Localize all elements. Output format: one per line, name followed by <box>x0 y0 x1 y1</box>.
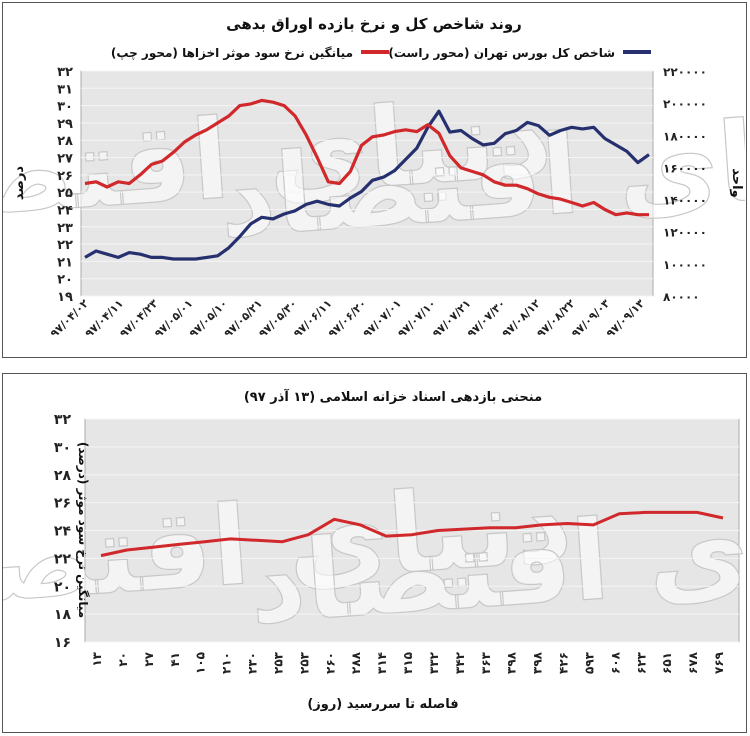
x-tick-label: ۶۲۳ <box>634 651 648 674</box>
y-left-axis-title: درصد <box>12 166 27 201</box>
x-tick-label: ۱۳ <box>90 651 104 666</box>
y-left-tick-label: ۳۱ <box>57 82 73 97</box>
chart-panel-bottom: منحنی بازدهی اسناد خزانه اسلامی (۱۳ آذر … <box>2 373 747 733</box>
x-tick-label: ۷۶۹ <box>712 651 726 674</box>
chart-title: منحنی بازدهی اسناد خزانه اسلامی (۱۳ آذر … <box>244 388 542 405</box>
bottom-chart: منحنی بازدهی اسناد خزانه اسلامی (۱۳ آذر … <box>3 388 745 712</box>
y-right-tick-label: ۱۶۰۰۰۰ <box>663 161 707 175</box>
series-line-yield <box>84 98 649 217</box>
top-chart: روند شاخص کل و نرخ بازده اوراق بدهی شاخص … <box>3 15 745 341</box>
y-tick-label: ۱۶ <box>54 635 71 651</box>
x-tick-label: ۹۷/۰۹/۱۳ <box>604 297 648 341</box>
series-line-index <box>84 109 650 261</box>
y-right-tick-label: ۱۲۰۰۰۰ <box>663 226 707 240</box>
y-right-tick-label: ۲۰۰۰۰۰ <box>663 97 707 111</box>
x-tick-label: ۳۱۴ <box>375 652 389 674</box>
y-tick-label: ۲۲ <box>54 551 72 567</box>
y-right-tick-label: ۱۴۰۰۰۰ <box>663 194 707 208</box>
x-tick-label: ۳۳۲ <box>427 651 441 674</box>
x-tick-label: ۶۰۸ <box>608 651 622 674</box>
y-left-tick-label: ۲۲ <box>57 238 73 253</box>
x-tick-label: ۵۹۳ <box>582 651 596 674</box>
x-tick-label: ۴۱ <box>168 652 182 667</box>
y-tick-label: ۳۰ <box>54 440 71 456</box>
y-tick-label: ۲۸ <box>54 468 72 484</box>
chart-title: روند شاخص کل و نرخ بازده اوراق بدهی <box>226 15 522 33</box>
y-right-tick-label: ۸۰۰۰۰ <box>663 290 700 304</box>
y-tick-label: ۱۸ <box>54 607 72 623</box>
x-tick-label: ۳۱۵ <box>401 652 415 674</box>
y-left-tick-label: ۲۷ <box>57 152 73 167</box>
y-left-tick-label: ۲۶ <box>57 169 73 184</box>
y-left-tick-label: ۲۸ <box>57 134 73 149</box>
x-tick-label: ۲۷ <box>142 651 156 666</box>
y-tick-label: ۳۲ <box>54 412 72 428</box>
x-tick-label: ۲۵۳ <box>297 651 311 674</box>
y-left-tick-label: ۳۲ <box>57 65 73 80</box>
x-tick-label: ۳۴۲ <box>453 651 467 674</box>
y-left-tick-label: ۲۵ <box>57 186 73 201</box>
x-tick-label: ۶۷۸ <box>686 651 700 674</box>
y-tick-label: ۲۶ <box>54 496 71 512</box>
x-tick-label: ۳۶۳ <box>479 651 493 674</box>
x-tick-label: ۳۹۸ <box>505 651 519 674</box>
x-tick-label: ۲۶۰ <box>323 652 337 674</box>
y-left-tick-label: ۲۰ <box>57 273 73 288</box>
x-tick-label: ۲۳۰ <box>246 652 260 674</box>
x-tick-label: ۲۰ <box>116 652 130 667</box>
y-right-tick-label: ۲۲۰۰۰۰ <box>663 65 707 79</box>
x-tick-label: ۲۱۰ <box>220 652 234 674</box>
x-axis-title: فاصله تا سررسید (روز) <box>307 697 458 712</box>
legend-label-index: شاخص کل بورس تهران (محور راست) <box>388 46 615 61</box>
y-left-tick-label: ۳۰ <box>57 100 73 115</box>
y-left-tick-label: ۲۳ <box>57 221 73 236</box>
legend-label-yield: میانگین نرخ سود موثر اخزاها (محور چپ) <box>111 46 353 61</box>
x-tick-label: ۴۲۶ <box>557 652 571 674</box>
plot-area <box>80 70 654 297</box>
chart-panel-top: روند شاخص کل و نرخ بازده اوراق بدهی شاخص … <box>2 2 747 358</box>
y-left-tick-label: ۲۴ <box>57 203 73 218</box>
x-tick-label: ۲۵۳ <box>271 651 285 674</box>
x-tick-label: ۱۰۵ <box>194 652 208 674</box>
y-right-tick-label: ۱۰۰۰۰۰ <box>663 258 707 272</box>
y-right-tick-label: ۱۸۰۰۰۰ <box>663 129 707 143</box>
x-tick-label: ۶۵۱ <box>660 652 674 674</box>
y-right-axis-title: واحد <box>729 168 744 197</box>
y-left-tick-label: ۲۹ <box>57 117 73 132</box>
y-left-tick-label: ۲۱ <box>57 255 73 270</box>
y-tick-label: ۲۴ <box>54 524 72 540</box>
y-tick-label: ۲۰ <box>54 579 71 595</box>
x-tick-label: ۳۹۸ <box>531 651 545 674</box>
series-line-yield-curve <box>100 510 724 558</box>
x-tick-label: ۲۸۸ <box>349 651 363 674</box>
y-left-tick-label: ۱۹ <box>57 290 73 305</box>
y-axis-title: میانگین نرخ سود موثر (درصد) <box>75 442 90 618</box>
